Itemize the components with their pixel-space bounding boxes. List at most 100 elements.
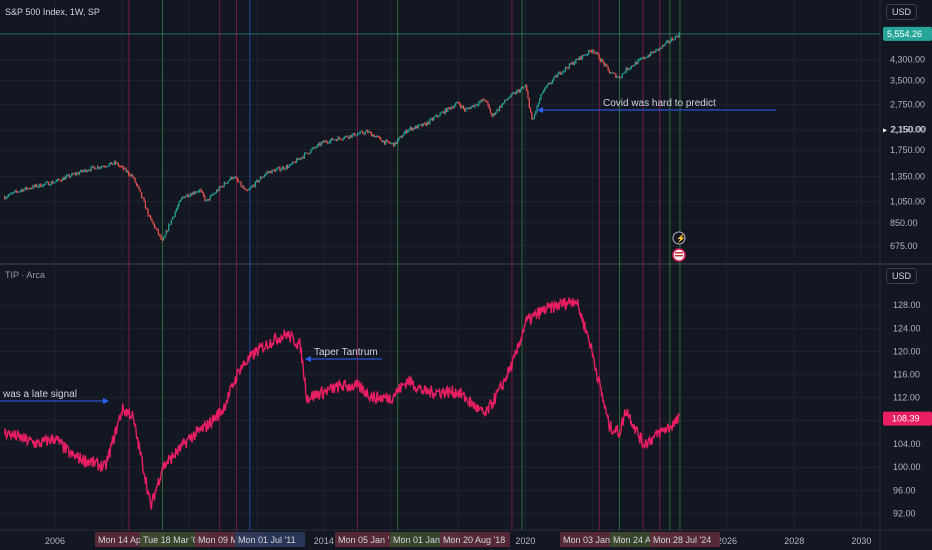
spx-candle (546, 84, 548, 87)
spx-candle (234, 177, 236, 178)
spx-candle (279, 167, 281, 171)
spx-candle (392, 143, 395, 147)
spx-candle (500, 106, 502, 108)
spx-candle (140, 192, 143, 198)
spx-candle (222, 185, 224, 187)
spx-candle (236, 178, 238, 181)
spx-candle (333, 139, 335, 141)
event-date-box (440, 532, 510, 547)
spx-currency-button[interactable]: USD (886, 4, 918, 20)
spx-candle (203, 192, 205, 197)
flash-icon: ⚡ (672, 231, 686, 245)
spx-candle (156, 228, 158, 230)
time-axis[interactable]: 2006 2014 2020 2026 2028 2030 Mon 14 Apr '08Tu… (45, 532, 871, 547)
tip-series[interactable] (3, 297, 681, 510)
spx-candle (174, 211, 176, 217)
spx-candle (95, 168, 97, 170)
spx-candle (315, 147, 317, 149)
spx-candle (346, 135, 348, 138)
spx-candle (635, 62, 638, 65)
spx-candle (148, 215, 150, 217)
spx-candle (513, 92, 515, 94)
spx-candle (505, 99, 507, 101)
spx-candle (323, 141, 325, 143)
tip-currency-button[interactable]: USD (886, 268, 918, 284)
spx-candle (651, 51, 653, 54)
spx-candle (663, 45, 665, 47)
spx-candle (128, 171, 130, 175)
spx-candle (287, 165, 289, 168)
spx-candle (659, 47, 661, 51)
spx-candle (327, 142, 329, 143)
spx-candle (60, 180, 63, 182)
spx-candle (206, 198, 209, 201)
spx-candle (381, 140, 383, 143)
spx-candle (420, 124, 422, 126)
spx-candle (517, 90, 519, 92)
tip-tick-label: 100.00 (893, 462, 921, 472)
tip-last-price-badge (883, 411, 932, 426)
spx-candle (334, 139, 337, 141)
spx-candle (274, 169, 276, 172)
spx-candle (343, 136, 346, 139)
event-lines (128, 0, 681, 530)
spx-candle (615, 73, 617, 78)
spx-candle (68, 174, 70, 178)
spx-candle (49, 184, 51, 186)
spx-candle (666, 40, 669, 42)
spx-candle (81, 170, 83, 172)
spx-candle (489, 108, 492, 114)
spx-candle (146, 208, 148, 210)
spx-candle (342, 138, 344, 140)
spx-candle (400, 136, 402, 138)
spx-candle (213, 193, 215, 195)
spx-candle (402, 135, 404, 138)
spx-candle (452, 107, 454, 108)
spx-candle (422, 123, 424, 127)
spx-candle (9, 193, 11, 196)
spx-candle (62, 177, 64, 181)
spx-candle (603, 62, 605, 66)
spx-candle (169, 224, 171, 226)
spx-candle (55, 180, 57, 182)
spx-candle (551, 79, 554, 83)
spx-candle (292, 161, 294, 164)
spx-candle (104, 166, 106, 168)
spx-candle (312, 147, 315, 149)
spx-candle (14, 190, 16, 192)
spx-candle (403, 133, 405, 136)
spx-candle (592, 50, 594, 53)
spx-candle (50, 181, 52, 185)
tip-tick-label: 92.00 (893, 508, 916, 518)
spx-candle (281, 167, 284, 170)
us-flag-stripe (675, 255, 683, 257)
spx-candle (265, 173, 267, 176)
spx-candle (302, 157, 304, 158)
spx-candle (143, 198, 145, 202)
spx-candle (436, 115, 439, 117)
spx-candle (629, 67, 631, 69)
spx-series[interactable] (4, 31, 680, 242)
spx-candle (380, 137, 382, 141)
spx-candle (246, 190, 249, 192)
spx-candle (417, 124, 419, 129)
spx-candle (239, 182, 241, 183)
spx-candle (175, 208, 178, 212)
spx-candle (172, 217, 174, 220)
spx-candle (321, 141, 324, 143)
spx-candle (385, 140, 387, 144)
spx-candle (164, 235, 166, 238)
spx-candle (558, 71, 560, 74)
spx-candle (116, 163, 118, 164)
spx-candle (263, 175, 265, 177)
spx-candle (289, 164, 291, 166)
spx-candle (10, 193, 12, 195)
spx-candle (371, 132, 373, 137)
spx-candle (416, 125, 418, 129)
spx-candle (641, 58, 643, 60)
spx-candle (33, 185, 35, 187)
spx-candle (86, 170, 88, 172)
spx-candle (301, 157, 303, 159)
spx-candle (455, 103, 457, 106)
